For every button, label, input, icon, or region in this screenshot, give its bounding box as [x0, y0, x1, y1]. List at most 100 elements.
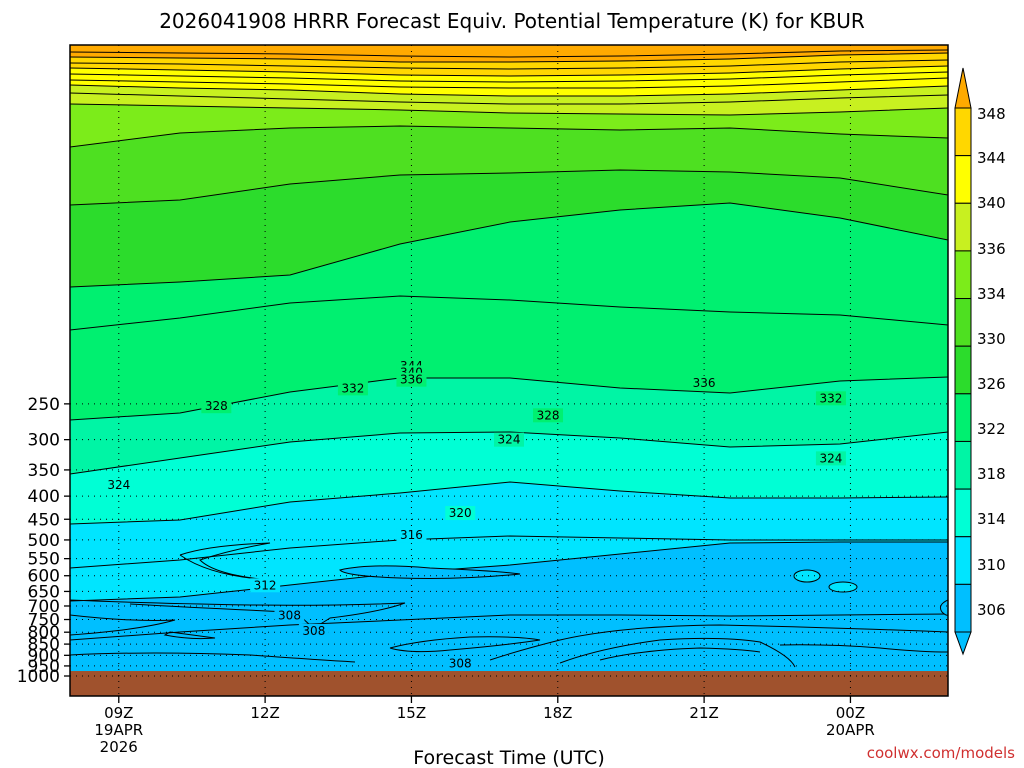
- colorbar-label-344: 344: [977, 149, 1006, 167]
- colorbar-label-348: 348: [977, 105, 1006, 123]
- band-10: [70, 482, 948, 601]
- colorbar-label-340: 340: [977, 194, 1006, 212]
- band-0: [70, 45, 948, 62]
- band-5: [70, 126, 948, 205]
- contour-label-324: 324: [815, 451, 846, 466]
- contour-label-320: 320: [445, 506, 476, 520]
- contour-label-332: 332: [337, 381, 368, 396]
- svg-text:308: 308: [449, 656, 472, 670]
- contour-label-324: 324: [103, 478, 134, 493]
- ytick-label-900: 900: [28, 646, 60, 666]
- svg-text:308: 308: [302, 624, 325, 638]
- contour-label-312: 312: [250, 578, 281, 593]
- contour-4: [70, 71, 948, 83]
- svg-text:336: 336: [693, 376, 716, 390]
- colorbar-label-314: 314: [977, 510, 1006, 528]
- ytick-label-700: 700: [28, 597, 60, 617]
- contour-15: [70, 481, 948, 525]
- contour-label-308: 308: [445, 656, 476, 671]
- xtick-label-0-2: 2026: [100, 738, 138, 756]
- band-1: [70, 53, 948, 76]
- contour-label-308: 308: [298, 623, 329, 638]
- xtick-label-4-0: 21Z: [689, 704, 718, 722]
- ytick-label-350: 350: [28, 461, 60, 481]
- contour-label-332: 332: [815, 391, 846, 406]
- contour-lines: [70, 49, 948, 641]
- colorbar-label-310: 310: [977, 556, 1006, 574]
- chart-title: 2026041908 HRRR Forecast Equiv. Potentia…: [159, 9, 865, 33]
- contour-8: [70, 103, 948, 116]
- ytick-label-850: 850: [28, 635, 60, 655]
- brand-link[interactable]: coolwx.com/models: [867, 744, 1015, 762]
- contour-11: [70, 202, 948, 288]
- colorbar-label-306: 306: [977, 601, 1006, 619]
- contour-10: [70, 169, 948, 206]
- band-8: [70, 377, 948, 474]
- cold-pocket-306: [339, 565, 521, 579]
- band-6: [70, 170, 948, 287]
- xtick-label-1-0: 12Z: [250, 704, 279, 722]
- contour-9: [70, 125, 948, 148]
- contour-17: [70, 541, 948, 602]
- ytick-label-550: 550: [28, 550, 60, 570]
- svg-text:332: 332: [341, 381, 364, 395]
- contour-0: [70, 49, 948, 58]
- contour-labels: 3443403363363323323283283243243243203163…: [103, 358, 846, 671]
- contour-label-336: 336: [689, 376, 720, 391]
- contour-label-316: 316: [396, 528, 427, 543]
- contour-16: [70, 535, 948, 569]
- xtick-label-0-1: 19APR: [94, 721, 143, 739]
- colorbar-bottom-arrow: [954, 631, 972, 656]
- colorbar-seg-6: [954, 393, 972, 442]
- colorbar-label-336: 336: [977, 240, 1006, 258]
- plot-area: [70, 45, 948, 696]
- xtick-label-5-1: 20APR: [826, 721, 875, 739]
- band-4: [70, 104, 948, 147]
- svg-text:328: 328: [205, 399, 228, 413]
- contour-2: [70, 59, 948, 70]
- svg-text:308: 308: [278, 609, 301, 623]
- svg-text:336: 336: [400, 373, 423, 387]
- plot-frame: [69, 44, 949, 697]
- colorbar-top-arrow: [954, 67, 972, 109]
- cold-cell-east: [793, 569, 821, 583]
- contour-label-336: 336: [396, 372, 427, 387]
- x-axis-label: Forecast Time (UTC): [413, 747, 604, 768]
- colorbar-label-334: 334: [977, 285, 1006, 303]
- colorbar-seg-2: [954, 202, 972, 252]
- contour-1: [70, 52, 948, 63]
- cold-cell-east-2: [828, 581, 858, 593]
- contour-7: [70, 92, 948, 105]
- xtick-label-0-0: 09Z: [104, 704, 133, 722]
- colorbar: 348 344 340 336 334 330 326 322 318 314 310 306: [954, 67, 1006, 656]
- colorbar-seg-9: [954, 536, 972, 585]
- colorbar-seg-0: [954, 107, 972, 157]
- colorbar-label-322: 322: [977, 420, 1006, 438]
- y-axis-ticks: 250 300 350 400 4505005506006507007508008509…: [17, 395, 70, 687]
- svg-text:324: 324: [107, 478, 130, 492]
- svg-text:328: 328: [537, 408, 560, 422]
- colorbar-seg-4: [954, 298, 972, 347]
- colorbar-seg-1: [954, 155, 972, 204]
- xtick-label-3-0: 18Z: [543, 704, 572, 722]
- ytick-label-750: 750: [28, 611, 60, 631]
- contour-5: [70, 77, 948, 89]
- contour-label-328: 328: [201, 399, 232, 414]
- band-9: [70, 432, 948, 524]
- colorbar-label-330: 330: [977, 330, 1006, 348]
- svg-text:312: 312: [254, 578, 277, 592]
- contour-3: [70, 65, 948, 77]
- ytick-label-250: 250: [28, 395, 60, 415]
- filled-contours: [70, 45, 948, 676]
- ytick-label-300: 300: [28, 431, 60, 451]
- band-11: [70, 542, 948, 676]
- contour-label-328: 328: [533, 408, 564, 423]
- xtick-label-2-0: 15Z: [397, 704, 426, 722]
- colorbar-seg-8: [954, 488, 972, 538]
- colorbar-label-318: 318: [977, 465, 1006, 483]
- ytick-label-650: 650: [28, 582, 60, 602]
- contour-label-308: 308: [274, 608, 305, 623]
- contour-12: [70, 295, 948, 331]
